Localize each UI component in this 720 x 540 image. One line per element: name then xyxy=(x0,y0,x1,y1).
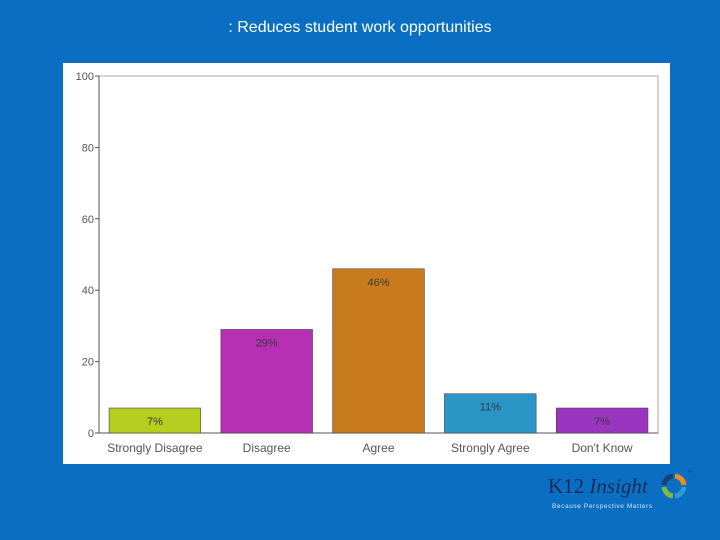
logo-ring-segment xyxy=(674,473,687,486)
bar xyxy=(555,407,649,434)
bar-chart: 0 20 40 60 80 100 7% 29% 46% 11% 7% Strongly Disa… xyxy=(63,63,670,464)
y-tick-label: 100 xyxy=(76,71,94,83)
logo-ring-segment xyxy=(661,473,674,486)
x-category-label: Disagree xyxy=(243,441,291,455)
logo-ring-segment xyxy=(674,486,687,499)
logo-ring-icon xyxy=(661,473,687,499)
y-axis-ticks: 0 20 40 60 80 100 xyxy=(76,71,99,440)
logo-tagline: Because Perspective Matters xyxy=(552,503,653,510)
x-category-label: Agree xyxy=(362,441,394,455)
logo-trademark: ™ xyxy=(687,470,692,476)
logo-brand-k12: K12 xyxy=(548,474,585,498)
bar-value-label: 29% xyxy=(256,337,278,349)
y-tick-label: 80 xyxy=(82,142,94,154)
y-tick-label: 0 xyxy=(88,428,94,440)
x-category-label: Strongly Disagree xyxy=(107,441,203,455)
x-category-label: Strongly Agree xyxy=(451,441,530,455)
bar-value-label: 7% xyxy=(594,416,610,428)
bar-value-label: 11% xyxy=(480,402,501,414)
logo-wordmark: K12 Insight xyxy=(548,474,648,499)
bars: 7% 29% 46% 11% 7% xyxy=(108,268,649,434)
bar xyxy=(220,329,313,434)
bar-value-label: 46% xyxy=(367,277,389,289)
slide-title: : Reduces student work opportunities xyxy=(228,19,492,36)
logo-ring-segment xyxy=(661,486,674,499)
y-tick-label: 60 xyxy=(82,214,94,226)
logo-brand-insight: Insight xyxy=(589,474,648,498)
y-tick-label: 40 xyxy=(82,285,94,297)
k12-insight-logo: K12 Insight ™ Because Perspective Matter… xyxy=(548,470,698,515)
bar-value-label: 7% xyxy=(147,416,163,428)
x-axis-labels: Strongly Disagree Disagree Agree Strongly A… xyxy=(107,441,633,455)
bar-chart-svg: 0 20 40 60 80 100 7% 29% 46% 11% 7% Strongly Disa… xyxy=(76,71,659,455)
bar xyxy=(108,407,202,434)
x-category-label: Don't Know xyxy=(572,441,633,455)
bar xyxy=(444,393,537,434)
bar xyxy=(332,268,425,434)
y-tick-label: 20 xyxy=(82,357,94,369)
